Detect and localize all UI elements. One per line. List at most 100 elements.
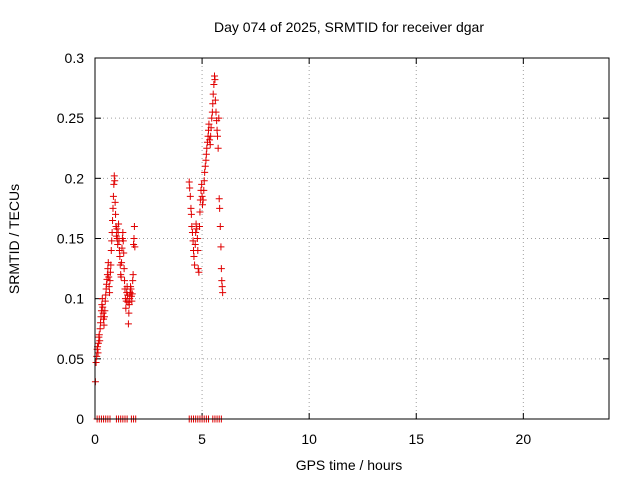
- y-tick-label: 0.05: [57, 351, 84, 367]
- grid-lines: [95, 58, 609, 419]
- data-point: [199, 196, 207, 204]
- data-point: [100, 313, 108, 321]
- data-point: [121, 277, 129, 285]
- data-point: [106, 268, 114, 276]
- data-point: [198, 192, 206, 200]
- data-point: [108, 228, 116, 236]
- data-point: [115, 220, 123, 228]
- data-point: [211, 96, 219, 104]
- y-tick-label: 0.25: [57, 110, 84, 126]
- data-point: [119, 237, 127, 245]
- data-point: [214, 132, 222, 140]
- data-point: [117, 273, 125, 281]
- data-point: [219, 289, 227, 297]
- data-point: [188, 222, 196, 230]
- data-point: [114, 241, 122, 249]
- data-point: [107, 261, 115, 269]
- data-point: [209, 90, 217, 98]
- data-point: [194, 265, 202, 273]
- data-point: [99, 303, 107, 311]
- y-tick-label: 0.3: [65, 50, 85, 66]
- data-point: [202, 150, 210, 158]
- data-point: [216, 204, 224, 212]
- data-point: [194, 247, 202, 255]
- data-point: [211, 76, 219, 84]
- data-point: [109, 192, 117, 200]
- data-point: [92, 358, 100, 366]
- data-point: [216, 222, 224, 230]
- data-point: [105, 273, 113, 281]
- x-axis-label: GPS time / hours: [296, 457, 403, 473]
- data-points: [91, 72, 227, 423]
- data-point: [128, 290, 136, 298]
- y-tick-label: 0.2: [65, 170, 85, 186]
- data-point: [118, 259, 126, 267]
- data-point: [106, 289, 114, 297]
- data-point: [201, 162, 209, 170]
- data-point: [214, 144, 222, 152]
- data-point: [116, 253, 124, 261]
- chart-title: Day 074 of 2025, SRMTID for receiver dga…: [214, 19, 484, 35]
- data-point: [101, 307, 109, 315]
- data-point: [190, 253, 198, 261]
- data-point: [122, 304, 130, 312]
- data-point: [205, 120, 213, 128]
- x-tick-labels: 0 5 10 15 20: [91, 431, 531, 447]
- data-point: [189, 237, 197, 245]
- y-tick-label: 0.15: [57, 231, 84, 247]
- x-tick-label: 5: [198, 431, 206, 447]
- data-point: [217, 265, 225, 273]
- data-point: [102, 291, 110, 299]
- data-point: [186, 192, 194, 200]
- data-point: [96, 325, 104, 333]
- data-point: [125, 309, 133, 317]
- data-point: [206, 141, 214, 149]
- data-point: [125, 301, 133, 309]
- data-point: [202, 156, 210, 164]
- y-tick-label: 0: [76, 411, 84, 427]
- data-point: [95, 331, 103, 339]
- data-point: [196, 208, 204, 216]
- data-point: [187, 210, 195, 218]
- data-point: [207, 124, 215, 132]
- data-point: [96, 337, 104, 345]
- data-point: [100, 321, 108, 329]
- data-point: [215, 114, 223, 122]
- data-point: [129, 271, 137, 279]
- data-point: [130, 235, 138, 242]
- data-point: [195, 268, 203, 276]
- data-point: [104, 265, 112, 273]
- data-point: [201, 168, 209, 176]
- plot-frame: [94, 57, 610, 420]
- data-point: [212, 108, 220, 116]
- data-point: [208, 114, 216, 122]
- data-point: [131, 243, 139, 251]
- data-point: [105, 283, 113, 291]
- data-point: [110, 180, 118, 188]
- data-point: [118, 244, 126, 252]
- data-point: [129, 277, 137, 285]
- data-point: [187, 204, 195, 212]
- data-point: [193, 235, 201, 242]
- data-point: [191, 241, 199, 249]
- data-point: [192, 228, 200, 236]
- data-point: [198, 180, 206, 188]
- data-point: [196, 222, 204, 230]
- data-point: [210, 80, 218, 88]
- data-point: [107, 247, 115, 255]
- data-point: [217, 243, 225, 251]
- x-tick-label: 20: [516, 431, 532, 447]
- data-point: [191, 261, 199, 269]
- data-point: [111, 177, 119, 185]
- x-tick-label: 0: [91, 431, 99, 447]
- y-tick-labels: 0 0.05 0.1 0.15 0.2 0.25 0.3: [57, 50, 84, 427]
- data-point: [120, 249, 128, 257]
- data-point: [213, 126, 221, 134]
- data-point: [124, 320, 132, 328]
- data-point: [218, 277, 226, 285]
- data-point: [199, 201, 207, 209]
- data-point: [113, 225, 121, 233]
- data-point: [101, 297, 109, 305]
- data-point: [185, 178, 193, 186]
